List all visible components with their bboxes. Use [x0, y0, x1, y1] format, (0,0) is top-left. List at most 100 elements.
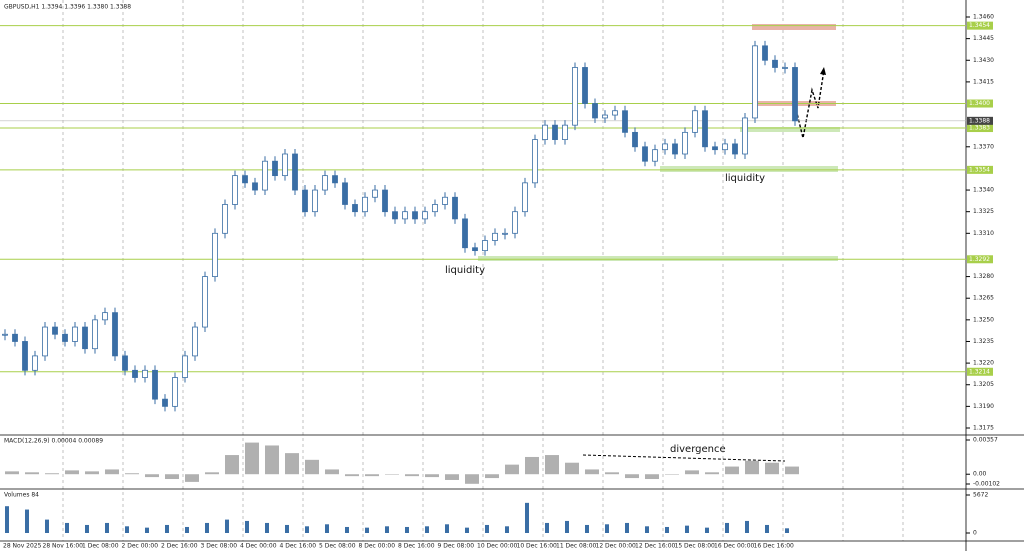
- volume-bar: [45, 519, 49, 533]
- price-tick-label: 1.3235: [973, 338, 994, 345]
- candle: [392, 211, 398, 220]
- macd-bar: [525, 456, 539, 475]
- price-tick-label: 1.3280: [973, 273, 994, 280]
- macd-bar: [465, 474, 479, 484]
- candle: [142, 369, 148, 378]
- macd-bar: [405, 474, 419, 477]
- volume-bar: [525, 502, 529, 533]
- time-label: 28 Nov 2025: [3, 543, 42, 550]
- candle: [692, 110, 698, 133]
- candle: [612, 110, 618, 116]
- macd-bar: [725, 466, 739, 475]
- candle: [12, 333, 18, 342]
- candle: [572, 67, 578, 126]
- candle: [222, 204, 228, 234]
- price-tick-label: 1.3220: [973, 360, 994, 367]
- annotation: divergence: [670, 444, 726, 455]
- price-tick-label: 1.3415: [973, 78, 994, 85]
- volume-bar: [65, 522, 69, 533]
- candle: [622, 110, 628, 133]
- candle: [792, 67, 798, 122]
- candle: [432, 204, 438, 213]
- level-label: 1.3454: [969, 22, 990, 29]
- macd-bar: [205, 472, 219, 475]
- price-tick-label: 1.3460: [973, 14, 994, 21]
- volume-bar: [5, 506, 9, 533]
- candle: [672, 143, 678, 155]
- time-label: 28 Nov 16:00: [43, 543, 84, 550]
- time-label: 12 Dec 16:00: [635, 543, 676, 550]
- volume-bar: [685, 525, 689, 533]
- level-label: 1.3292: [969, 256, 990, 263]
- macd-bar: [705, 472, 719, 475]
- level-label: 1.3383: [969, 125, 990, 132]
- volume-bar: [245, 520, 249, 533]
- candle: [282, 153, 288, 177]
- time-label: 5 Dec 08:00: [319, 543, 356, 550]
- macd-bar: [65, 470, 79, 475]
- volume-bar: [325, 524, 329, 533]
- candle: [342, 182, 348, 205]
- grid: [62, 0, 904, 541]
- candle: [172, 377, 178, 407]
- candle: [292, 153, 298, 191]
- candle: [712, 146, 718, 151]
- volume-bar: [25, 509, 29, 533]
- candle: [272, 160, 278, 177]
- candle: [162, 398, 168, 407]
- annotation: liquidity: [445, 265, 485, 276]
- macd-bar: [625, 474, 639, 479]
- candle: [312, 189, 318, 213]
- candle: [372, 189, 378, 198]
- macd-bar: [545, 455, 559, 475]
- volume-bar: [125, 526, 129, 533]
- macd-bar: [225, 455, 239, 475]
- candle: [752, 45, 758, 119]
- macd-bar: [685, 470, 699, 475]
- candle: [242, 175, 248, 184]
- volume-bar: [625, 522, 629, 533]
- candle: [352, 204, 358, 213]
- macd-bar: [325, 469, 339, 475]
- macd-bar: [245, 442, 259, 475]
- volume-tick-label: 0: [973, 530, 977, 537]
- current-box: [967, 116, 993, 125]
- time-label: 10 Dec 16:00: [517, 543, 558, 550]
- level-label: 1.3214: [969, 368, 990, 375]
- price-tick-label: 1.3430: [973, 57, 994, 64]
- macd-bar: [565, 462, 579, 475]
- macd-bar: [5, 471, 19, 475]
- candle: [462, 218, 468, 249]
- candle: [782, 67, 788, 69]
- candle: [742, 117, 748, 155]
- candle: [252, 182, 258, 191]
- time-label: 11 Dec 08:00: [556, 543, 597, 550]
- divergence-line: [582, 454, 786, 462]
- candle: [412, 211, 418, 220]
- volume-bar: [105, 522, 109, 533]
- volume-bar: [145, 527, 149, 533]
- candle: [322, 175, 328, 191]
- macd-bar: [365, 474, 379, 477]
- macd-bar: [605, 472, 619, 475]
- candle: [52, 326, 58, 335]
- macd-bar: [165, 474, 179, 480]
- candle: [522, 182, 528, 213]
- candle: [552, 124, 558, 140]
- candle: [442, 196, 448, 205]
- candle: [32, 355, 38, 371]
- volume-bar: [165, 524, 169, 533]
- candle: [62, 333, 68, 342]
- level-box: [967, 99, 993, 108]
- macd-bar: [345, 474, 359, 477]
- candle: [102, 312, 108, 321]
- candle: [562, 124, 568, 140]
- macd-bar: [765, 462, 779, 475]
- candle: [472, 247, 478, 252]
- macd-label: MACD(12,26,9) 0.00004 0.00089: [4, 438, 103, 445]
- candle: [132, 369, 138, 378]
- candle: [382, 189, 388, 213]
- forecast-arrow: [794, 69, 825, 139]
